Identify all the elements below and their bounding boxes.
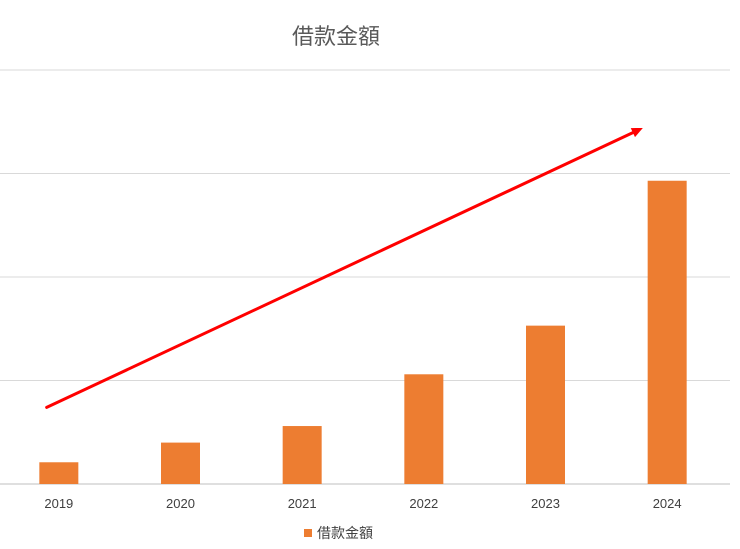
bar-2019 [39,462,79,484]
bar-2024 [647,180,687,484]
bar-2023 [526,325,565,484]
legend-swatch [304,529,312,537]
chart-title: 借款金額 [292,25,380,50]
bar-2022 [404,374,444,484]
trend-arrow-line [45,131,635,409]
bar-2021 [282,426,322,484]
bar-2020 [161,442,200,484]
x-tick-label: 2024 [653,496,682,511]
trend-arrow-layer [45,127,643,409]
x-tick-label: 2019 [44,496,73,511]
x-tick-label: 2022 [409,496,438,511]
x-tick-label: 2021 [288,496,317,511]
trend-arrow-head [630,127,643,138]
bars [39,180,687,484]
legend: 借款金額 [304,526,373,542]
legend-label: 借款金額 [317,526,373,542]
gridlines [0,69,730,381]
x-axis-tick-labels: 2019 2020 2021 2022 2023 2024 [44,496,681,511]
x-tick-label: 2023 [531,496,560,511]
x-tick-label: 2020 [166,496,195,511]
